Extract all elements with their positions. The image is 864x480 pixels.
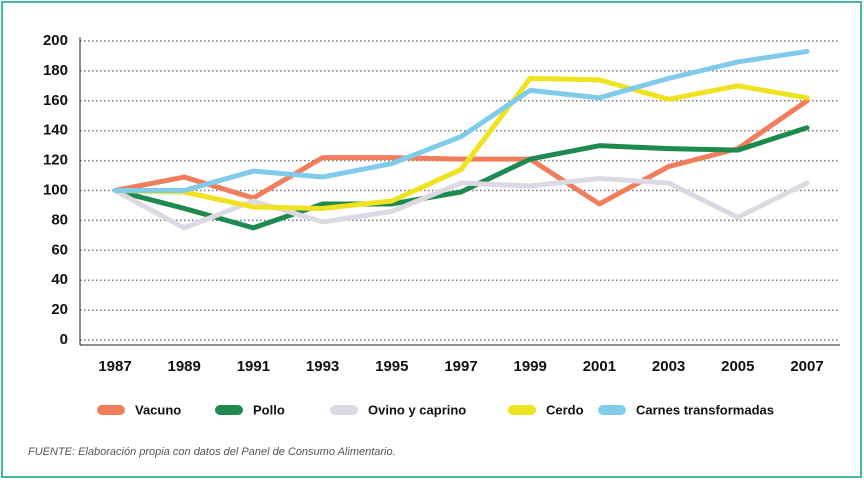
y-tick-label: 120	[43, 152, 68, 169]
y-tick-label: 100	[43, 181, 68, 198]
y-tick-label: 80	[51, 211, 68, 228]
x-tick-label: 2001	[583, 358, 616, 375]
legend-label: Vacuno	[135, 402, 181, 417]
legend-swatch	[330, 405, 358, 415]
series-line	[112, 98, 810, 207]
x-tick-label: 1995	[375, 358, 408, 375]
x-tick-label: 1993	[306, 358, 339, 375]
y-tick-label: 60	[51, 241, 68, 258]
legend-label: Pollo	[253, 402, 285, 417]
source-note: FUENTE: Elaboración propia con datos del…	[28, 446, 396, 458]
y-tick-label: 160	[43, 92, 68, 109]
x-tick-label: 1987	[98, 358, 131, 375]
x-tick-label: 2005	[721, 358, 754, 375]
y-tick-label: 180	[43, 62, 68, 79]
legend-label: Carnes transformadas	[636, 402, 774, 417]
y-tick-label: 140	[43, 122, 68, 139]
series-line	[112, 75, 810, 211]
y-tick-label: 20	[51, 301, 68, 318]
y-tick-label: 40	[51, 271, 68, 288]
legend-label: Ovino y caprino	[368, 402, 466, 417]
y-tick-label: 200	[43, 32, 68, 49]
legend-swatch	[598, 405, 626, 415]
y-tick-label: 0	[60, 331, 68, 348]
x-tick-label: 1997	[444, 358, 477, 375]
series-line	[112, 125, 810, 231]
legend-swatch	[97, 405, 125, 415]
x-tick-label: 2003	[652, 358, 685, 375]
legend-swatch	[508, 405, 536, 415]
x-tick-label: 1989	[168, 358, 201, 375]
x-tick-label: 1999	[514, 358, 547, 375]
series-line	[112, 48, 810, 193]
series-line	[112, 176, 810, 231]
legend-swatch	[215, 405, 243, 415]
x-tick-label: 1991	[237, 358, 270, 375]
legend-label: Cerdo	[546, 402, 584, 417]
x-tick-label: 2007	[790, 358, 823, 375]
